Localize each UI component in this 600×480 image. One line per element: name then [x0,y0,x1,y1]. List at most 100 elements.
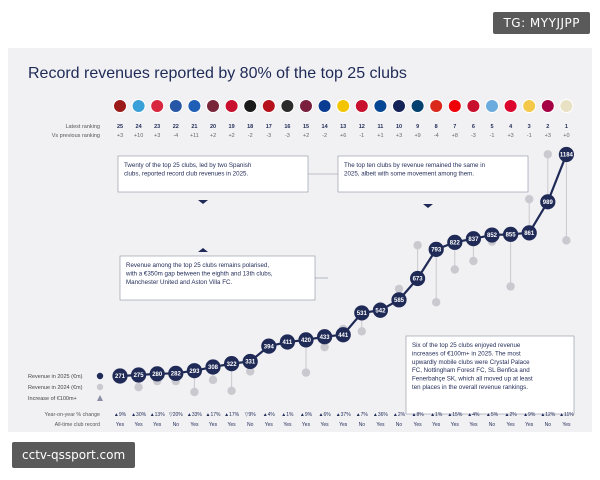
yoy-value: ▲8% [412,412,425,418]
rank-change-value: +10 [134,133,143,139]
rank-change-value: -3 [285,133,290,139]
revenue-2025-label: 861 [524,231,535,237]
rank-change-value: -1 [359,133,364,139]
club-badge-icon [261,99,276,113]
record-value: Yes [562,422,571,428]
revenue-2025-label: 280 [152,372,163,378]
revenue-2025-label: 322 [227,362,238,368]
revenue-2025-label: 411 [283,340,293,346]
legend-label: Revenue in 2025 (€m) [28,374,83,380]
record-value: Yes [469,422,478,428]
revenue-2025-point [335,327,351,343]
rank-change-value: -4 [173,133,178,139]
revenue-2025-label: 585 [394,298,405,304]
annotation-text: Revenue among the top 25 clubs remains p… [125,262,273,286]
rank-change-value: -1 [490,133,495,139]
yoy-value: ▽9% [245,412,257,418]
record-value: Yes [116,422,125,428]
revenue-2025-label: 793 [431,248,442,254]
revenue-2025-point [540,194,556,210]
pointer-down-icon [198,200,208,204]
record-value: Yes [302,422,311,428]
infographic-card: Record revenues reported by 80% of the t… [8,48,592,432]
yoy-value: ▲7% [356,412,369,418]
revenue-2024-point [525,194,534,204]
club-badge-icon [243,99,258,113]
revenue-2025-label: 673 [413,277,424,283]
record-value: Yes [228,422,237,428]
record-value: Yes [209,422,218,428]
rank-value: 1 [565,124,568,130]
rank-change-value: -1 [527,133,532,139]
club-badge-icon [540,99,555,113]
yoy-value: ▲9% [114,412,127,418]
revenue-2025-point [186,363,202,379]
legend-label: Revenue in 2024 (€m) [28,385,83,391]
yoy-value: ▲1% [430,412,443,418]
revenue-2025-point [558,146,575,163]
revenue-2025-label: 394 [264,344,275,350]
club-badge-icon [280,99,295,113]
revenue-2025-point [410,270,426,287]
rank-change-value: +3 [154,133,160,139]
yoy-value: ▲4% [263,412,276,418]
revenue-2025-point [224,356,240,372]
row-label-yoy: Year-on-year % change [45,412,101,418]
rank-change-value: +2 [303,133,309,139]
annotation-text: Six of the top 25 clubs enjoyed revenue i… [412,342,533,391]
revenue-2025-label: 531 [357,311,368,317]
record-value: Yes [525,422,534,428]
record-value: Yes [190,422,199,428]
revenue-2025-point [112,368,128,384]
revenue-2025-point [242,353,258,370]
rank-value: 7 [453,124,456,130]
record-value: Yes [135,422,144,428]
club-badge-icon [224,99,239,113]
rank-value: 20 [210,124,216,130]
revenue-2024-point [357,327,366,336]
revenue-2024-point [413,241,422,250]
yoy-value: ▲9% [523,412,536,418]
revenue-2025-label: 837 [468,237,479,243]
rank-value: 5 [490,124,493,130]
watermark-top: TG: MYYJJPP [493,12,590,34]
rank-change-value: +1 [377,133,383,139]
watermark-bottom: cctv-qssport.com [12,442,136,468]
rank-value: 11 [377,124,383,130]
revenue-2024-point [227,386,236,395]
legend-2024-icon [96,383,104,391]
record-value: Yes [414,422,423,428]
revenue-2025-label: 855 [506,233,517,239]
yoy-value: ▲2% [393,412,406,418]
revenue-2025-point [298,332,314,348]
annotation-box [117,155,309,193]
revenue-2025-point [168,365,184,381]
club-badge-icon [410,99,425,113]
club-badge-icon [559,99,574,113]
rank-value: 2 [546,124,549,130]
yoy-value: ▲12% [540,412,556,418]
record-value: No [396,422,403,428]
record-value: Yes [507,422,516,428]
rank-change-value: -4 [434,133,439,139]
club-badge-icon [373,99,388,113]
revenue-2025-label: 293 [189,369,200,375]
rank-value: 23 [154,124,160,130]
rank-change-value: +3 [117,133,123,139]
yoy-value: ▲17% [206,412,222,418]
yoy-value: ▲30% [131,412,147,418]
rank-value: 9 [416,124,419,130]
rank-change-value: -3 [471,133,476,139]
annotation-box [119,255,316,301]
revenue-2025-point [447,234,463,250]
revenue-2025-point [279,334,295,350]
yoy-value: ▲11% [559,412,574,418]
revenue-2024-point [190,387,199,397]
revenue-2024-point [450,265,459,274]
annotation-text: The top ten clubs by revenue remained th… [344,162,486,177]
revenue-2025-label: 433 [320,335,331,341]
yoy-value: ▲13% [150,412,166,418]
record-value: No [173,422,180,428]
record-value: Yes [432,422,441,428]
